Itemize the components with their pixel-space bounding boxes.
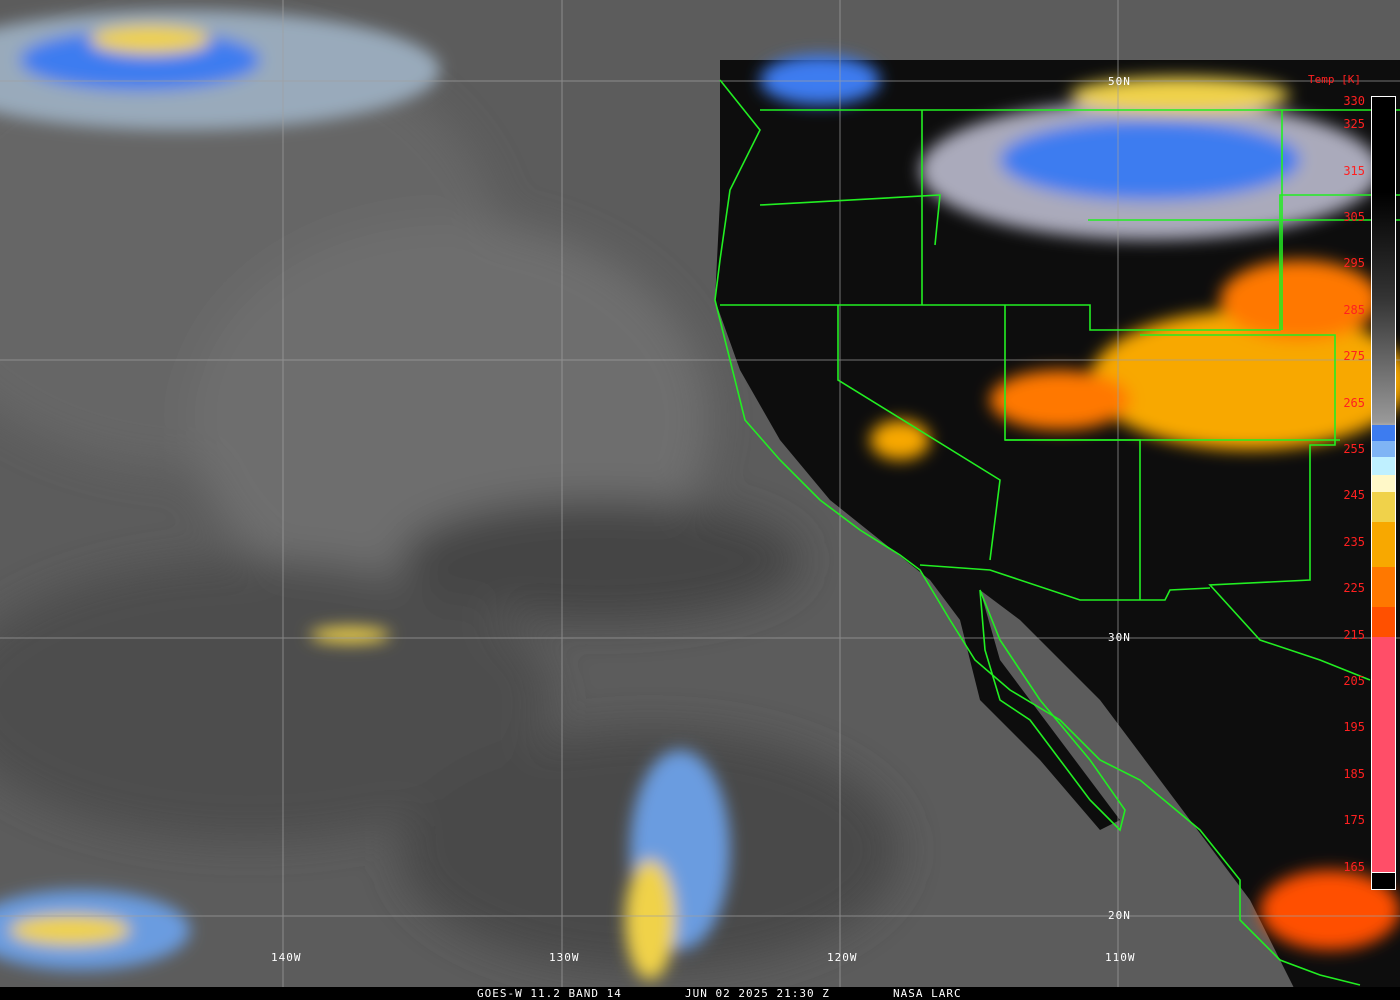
colorbar-tick-label: 195 xyxy=(1343,720,1365,735)
lat-label-50n: 50N xyxy=(1108,75,1131,88)
colorbar-tick-label: 330 xyxy=(1343,94,1365,108)
lat-label-30n: 30N xyxy=(1108,631,1131,644)
satellite-band-label: GOES-W 11.2 BAND 14 xyxy=(477,987,622,1000)
colorbar-tick-label: 235 xyxy=(1343,534,1365,549)
colorbar-tick-label: 245 xyxy=(1343,488,1365,503)
colorbar xyxy=(1371,96,1396,890)
colorbar-tick-label: 255 xyxy=(1343,442,1365,456)
colorbar-tick-label: 225 xyxy=(1343,581,1365,596)
colorbar-tick-label: 285 xyxy=(1343,302,1365,317)
colorbar-tick-label: 175 xyxy=(1343,813,1365,828)
lon-label-120w: 120W xyxy=(827,951,858,964)
colorbar-tick-label: 215 xyxy=(1343,627,1365,642)
lat-label-20n: 20N xyxy=(1108,909,1131,922)
colorbar-tick-label: 315 xyxy=(1343,163,1365,178)
lon-label-130w: 130W xyxy=(549,951,580,964)
cloud-cover xyxy=(0,10,1400,980)
colorbar-tick-label: 265 xyxy=(1343,395,1365,410)
footer-caption: GOES-W 11.2 BAND 14 JUN 02 2025 21:30 Z … xyxy=(0,987,1400,1000)
datetime-label: JUN 02 2025 21:30 Z xyxy=(685,987,830,1000)
colorbar-tick-label: 205 xyxy=(1343,674,1365,688)
colorbar-tick-label: 305 xyxy=(1343,210,1365,224)
colorbar-tick-label: 185 xyxy=(1343,766,1365,781)
lon-label-140w: 140W xyxy=(271,951,302,964)
colorbar-title: Temp [K] xyxy=(1308,73,1361,86)
colorbar-tick-label: 295 xyxy=(1343,256,1365,271)
colorbar-tick-label: 325 xyxy=(1343,117,1365,132)
lon-label-110w: 110W xyxy=(1105,951,1136,964)
political-borders xyxy=(714,79,1400,986)
source-label: NASA LARC xyxy=(893,987,962,1000)
colorbar-tick-label: 165 xyxy=(1343,859,1365,874)
colorbar-tick-label: 275 xyxy=(1343,349,1365,364)
